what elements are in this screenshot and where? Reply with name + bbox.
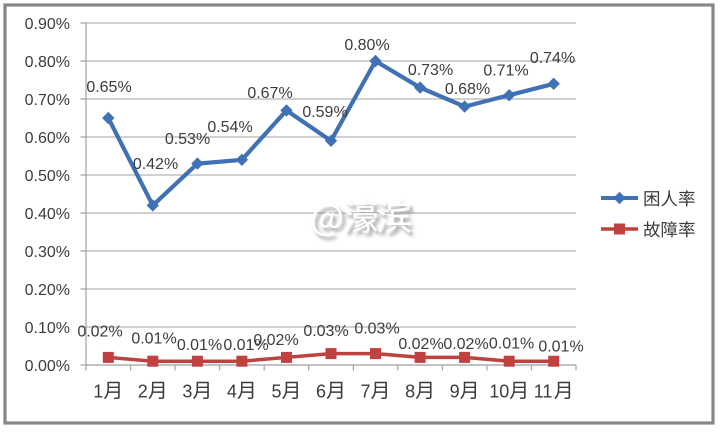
svg-text:0.20%: 0.20% bbox=[25, 282, 70, 299]
svg-text:0.59%: 0.59% bbox=[302, 104, 347, 121]
svg-text:0.01%: 0.01% bbox=[538, 339, 583, 356]
svg-text:0.01%: 0.01% bbox=[489, 335, 534, 352]
svg-text:0.01%: 0.01% bbox=[131, 331, 176, 348]
svg-text:8: 8 bbox=[405, 382, 415, 402]
svg-text:0.02%: 0.02% bbox=[398, 336, 443, 353]
svg-text:0.90%: 0.90% bbox=[25, 16, 70, 33]
svg-text:0.03%: 0.03% bbox=[303, 323, 348, 340]
svg-text:0.00%: 0.00% bbox=[25, 358, 70, 375]
svg-text:0.71%: 0.71% bbox=[483, 63, 528, 80]
svg-text:0.60%: 0.60% bbox=[25, 130, 70, 147]
svg-text:10: 10 bbox=[489, 382, 509, 402]
svg-text:0.01%: 0.01% bbox=[223, 337, 268, 354]
svg-text:0.67%: 0.67% bbox=[247, 85, 292, 102]
svg-text:0.03%: 0.03% bbox=[354, 321, 399, 338]
svg-text:11: 11 bbox=[534, 382, 553, 402]
svg-text:0.65%: 0.65% bbox=[86, 79, 131, 96]
svg-text:9: 9 bbox=[450, 382, 460, 402]
svg-text:0.80%: 0.80% bbox=[344, 37, 389, 54]
svg-text:0.53%: 0.53% bbox=[165, 131, 210, 148]
svg-text:2: 2 bbox=[138, 382, 148, 402]
svg-text:1: 1 bbox=[93, 382, 103, 402]
svg-text:0.68%: 0.68% bbox=[445, 81, 490, 98]
svg-text:0.02%: 0.02% bbox=[443, 336, 488, 353]
svg-text:0.80%: 0.80% bbox=[25, 54, 70, 71]
svg-text:0.54%: 0.54% bbox=[207, 119, 252, 136]
svg-text:0.42%: 0.42% bbox=[133, 156, 178, 173]
svg-text:0.50%: 0.50% bbox=[25, 168, 70, 185]
svg-text:0.02%: 0.02% bbox=[77, 324, 122, 341]
svg-text:4: 4 bbox=[227, 382, 237, 402]
svg-text:0.70%: 0.70% bbox=[25, 92, 70, 109]
svg-text:0.02%: 0.02% bbox=[253, 332, 298, 349]
svg-text:0.30%: 0.30% bbox=[25, 244, 70, 261]
svg-text:0.74%: 0.74% bbox=[530, 50, 575, 67]
svg-text:0.73%: 0.73% bbox=[408, 62, 453, 79]
svg-text:0.10%: 0.10% bbox=[25, 320, 70, 337]
svg-text:3: 3 bbox=[182, 382, 192, 402]
svg-text:5: 5 bbox=[272, 382, 282, 402]
svg-text:6: 6 bbox=[316, 382, 326, 402]
svg-text:7: 7 bbox=[361, 382, 371, 402]
svg-text:0.40%: 0.40% bbox=[25, 206, 70, 223]
svg-text:0.01%: 0.01% bbox=[177, 337, 222, 354]
